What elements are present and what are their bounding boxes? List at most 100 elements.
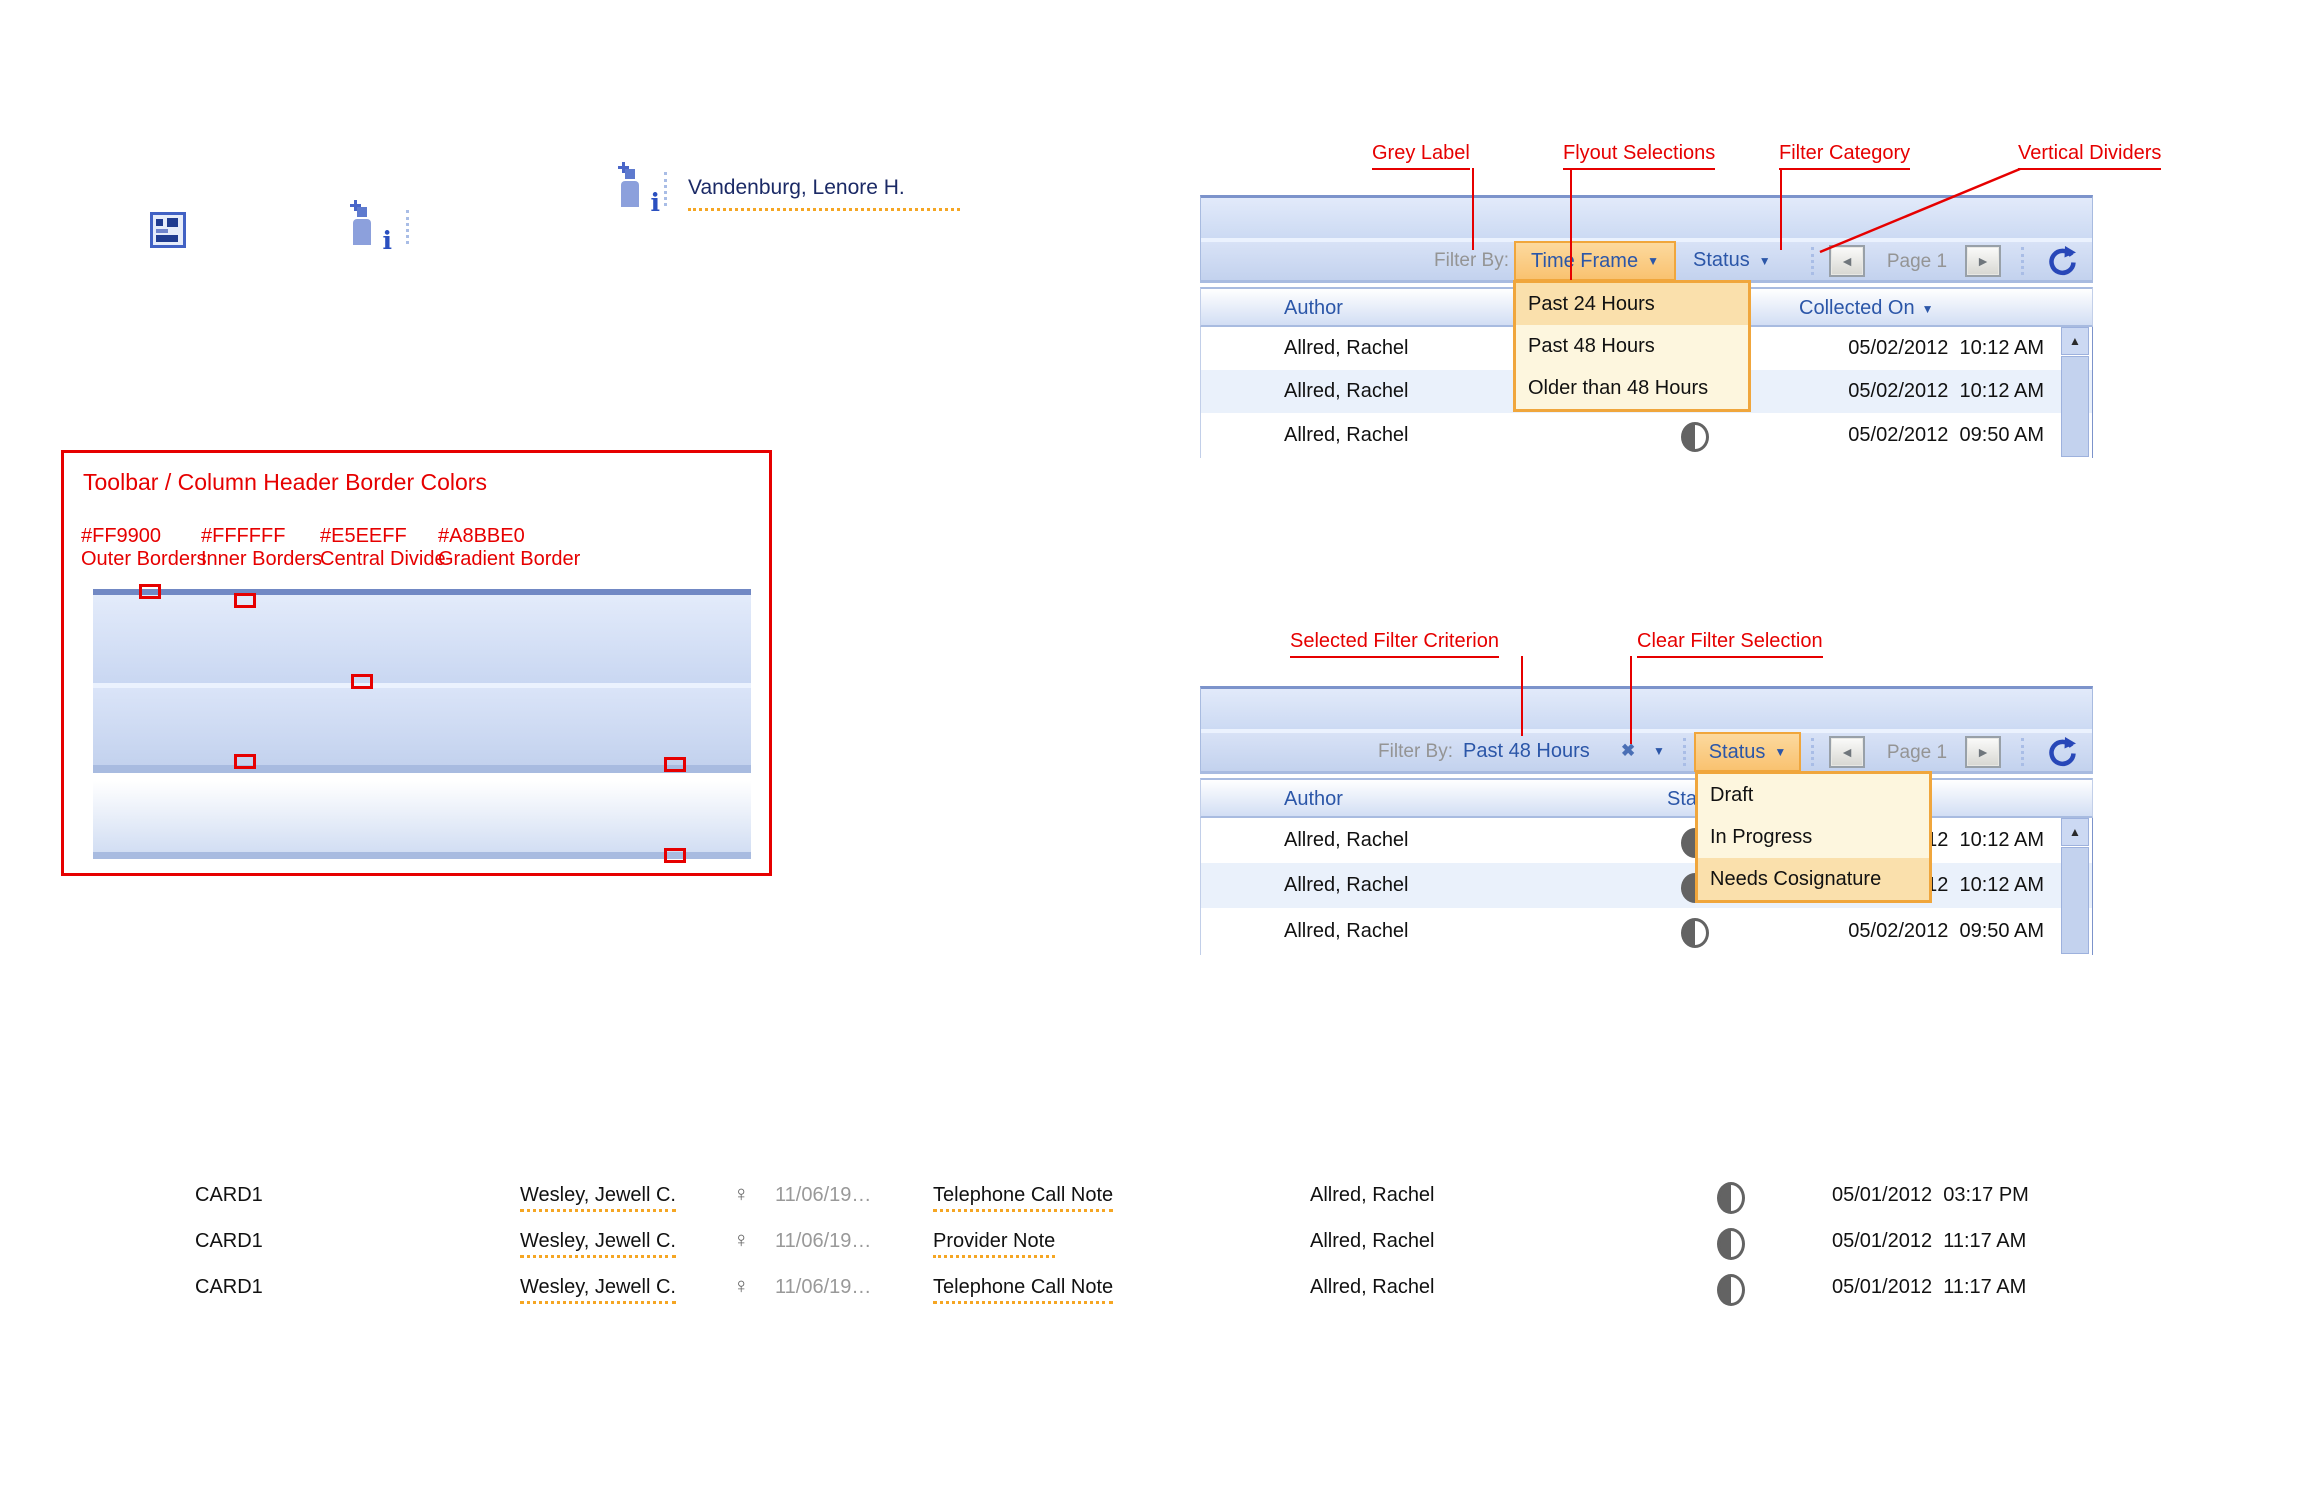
vertical-divider [1811,738,1814,766]
chevron-down-icon[interactable]: ▼ [1653,744,1665,758]
results-table-2: Allred, Rachel 05/02/2012 10:12 AM Allre… [1200,818,2093,955]
table-row[interactable]: Allred, Rachel 05/02/2012 09:50 AM [1201,413,2092,457]
page-indicator: Page 1 [1886,742,1948,763]
document-row[interactable]: CARD1 Wesley, Jewell C. ♀ 11/06/19… Tele… [0,1174,2310,1220]
patient-card-icon[interactable] [150,212,186,248]
note-link[interactable]: Telephone Call Note [933,1276,1114,1304]
flyout-item[interactable]: Past 24 Hours [1516,283,1748,325]
legend-title: Toolbar / Column Header Border Colors [83,469,487,495]
legend-entry: #FFFFFF Inner Borders [201,525,323,570]
border-marker [234,754,256,769]
selected-filter-criterion: Past 48 Hours [1463,740,1590,762]
patient-name-link[interactable]: Vandenburg, Lenore H. [688,176,905,199]
right-arrow-icon: ► [1976,744,1990,760]
annotation-connector-line [1780,168,1782,250]
up-arrow-icon: ▲ [2069,334,2081,348]
status-half-circle-icon [1717,1228,1745,1260]
legend-entry: #FF9900 Outer Borders [81,525,207,570]
previous-page-button[interactable]: ◄ [1829,736,1865,768]
filter-by-label: Filter By: [1378,741,1453,762]
results-toolbar-2: Filter By: Past 48 Hours ✖ ▼ Status ▼ ◄ … [1200,686,2093,774]
legend-entry: #A8BBE0 Gradient Border [438,525,581,570]
scroll-up-button[interactable]: ▲ [2061,327,2089,355]
table-row[interactable]: Allred, Rachel 05/02/2012 09:50 AM [1201,908,2092,954]
annotation-grey-label: Grey Label [1372,142,1470,170]
birth-date: 11/06/19… [775,1276,872,1298]
chevron-down-icon: ▼ [1758,253,1771,268]
person-head [357,207,367,217]
annotation-clear-filter-selection: Clear Filter Selection [1637,630,1823,658]
clear-filter-icon[interactable]: ✖ [1621,741,1636,760]
patient-link[interactable]: Wesley, Jewell C. [520,1276,676,1304]
results-toolbar-1: Filter By: Time Frame ▼ Status ▼ ◄ Page … [1200,195,2093,283]
annotation-flyout-selections: Flyout Selections [1563,142,1716,170]
flyout-item[interactable]: Past 48 Hours [1528,335,1655,357]
document-type: CARD1 [195,1184,263,1206]
note-link[interactable]: Provider Note [933,1230,1056,1258]
flyout-item[interactable]: Older than 48 Hours [1528,377,1709,399]
scrollbar-thumb[interactable] [2061,847,2089,954]
annotation-vertical-dividers: Vertical Dividers [2018,142,2162,170]
flyout-item[interactable]: Needs Cosignature [1698,858,1929,900]
note-link[interactable]: Telephone Call Note [933,1184,1114,1212]
right-arrow-icon: ► [1976,253,1990,269]
border-marker [139,584,161,599]
refresh-icon[interactable] [2045,244,2077,285]
column-header-author[interactable]: Author [1284,297,1343,319]
toolbar-central-divide [1201,729,2092,733]
status-filter-button[interactable]: Status ▼ [1694,732,1801,772]
patient-link[interactable]: Wesley, Jewell C. [520,1230,676,1258]
previous-page-button[interactable]: ◄ [1829,245,1865,277]
vertical-divider [664,172,667,206]
vertical-divider [1683,738,1686,766]
border-marker [664,848,686,863]
document-row[interactable]: CARD1 Wesley, Jewell C. ♀ 11/06/19… Prov… [0,1220,2310,1266]
female-icon: ♀ [733,1227,750,1252]
table-row[interactable]: Allred, Rachel 05/02/2012 10:12 AM [1201,818,2092,863]
vertical-scrollbar[interactable]: ▲ [2061,327,2089,458]
info-glyph: i [382,226,393,255]
flyout-item[interactable]: In Progress [1710,826,1813,848]
status-half-circle-icon [1681,422,1709,452]
column-header-collected-on[interactable]: Collected On ▼ [1799,297,1934,319]
next-page-button[interactable]: ► [1965,245,2001,277]
sample-bottom-border [93,852,751,859]
plus-icon [622,162,625,173]
status-filter-button[interactable]: Status ▼ [1693,249,1771,271]
time-frame-flyout: Past 24 Hours Past 48 Hours Older than 4… [1513,280,1751,412]
next-page-button[interactable]: ► [1965,736,2001,768]
vertical-divider [406,210,409,244]
author-name: Allred, Rachel [1310,1276,1435,1298]
scroll-up-button[interactable]: ▲ [2061,818,2089,846]
annotation-connector-line [1521,656,1523,736]
document-type: CARD1 [195,1230,263,1252]
female-icon: ♀ [733,1181,750,1206]
status-half-circle-icon [1681,918,1709,948]
document-datetime: 05/01/2012 11:17 AM [1832,1276,2027,1298]
birth-date: 11/06/19… [775,1184,872,1206]
status-half-circle-icon [1717,1182,1745,1214]
sample-central-divide [93,683,751,688]
table-row[interactable]: Allred, Rachel 05/02/2012 10:12 AM [1201,863,2092,908]
refresh-icon[interactable] [2045,735,2077,776]
plus-icon [354,200,357,211]
sort-arrow-icon: ▼ [1921,301,1934,316]
left-arrow-icon: ◄ [1840,744,1854,760]
time-frame-filter-button[interactable]: Time Frame ▼ [1514,241,1676,281]
border-marker [664,757,686,772]
person-info-icon[interactable]: i [618,162,660,215]
left-arrow-icon: ◄ [1840,253,1854,269]
vertical-divider [2021,247,2024,275]
vertical-scrollbar[interactable]: ▲ [2061,818,2089,955]
filter-by-label: Filter By: [1434,250,1509,271]
document-row[interactable]: CARD1 Wesley, Jewell C. ♀ 11/06/19… Tele… [0,1266,2310,1312]
sample-toolbar-image [93,589,751,859]
patient-link[interactable]: Wesley, Jewell C. [520,1184,676,1212]
female-icon: ♀ [733,1273,750,1298]
person-info-icon[interactable]: i [350,200,392,253]
column-header-author[interactable]: Author [1284,788,1343,810]
scrollbar-thumb[interactable] [2061,356,2089,457]
border-marker [351,674,373,689]
flyout-item[interactable]: Draft [1710,784,1754,806]
